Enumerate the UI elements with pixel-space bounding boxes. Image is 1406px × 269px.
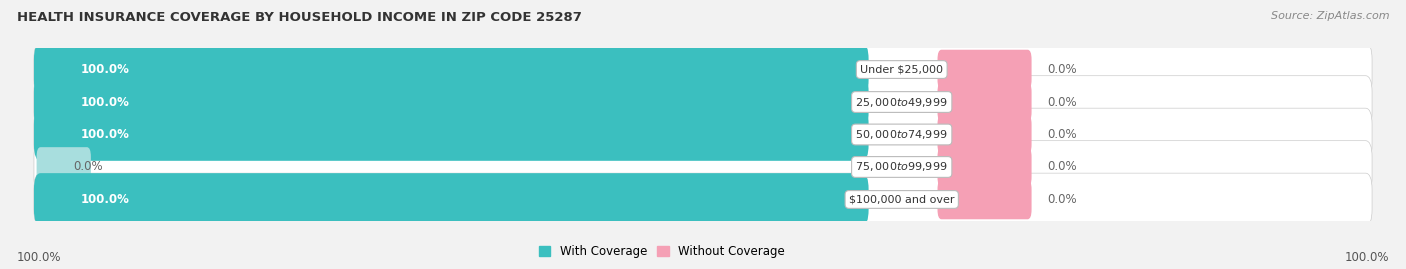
Text: Under $25,000: Under $25,000 xyxy=(860,65,943,75)
FancyBboxPatch shape xyxy=(34,43,1372,96)
FancyBboxPatch shape xyxy=(34,76,1372,128)
FancyBboxPatch shape xyxy=(938,115,1032,154)
Text: Source: ZipAtlas.com: Source: ZipAtlas.com xyxy=(1271,11,1389,21)
FancyBboxPatch shape xyxy=(34,76,869,128)
Text: HEALTH INSURANCE COVERAGE BY HOUSEHOLD INCOME IN ZIP CODE 25287: HEALTH INSURANCE COVERAGE BY HOUSEHOLD I… xyxy=(17,11,582,24)
Text: 100.0%: 100.0% xyxy=(80,193,129,206)
Text: 0.0%: 0.0% xyxy=(1047,95,1077,108)
FancyBboxPatch shape xyxy=(938,50,1032,89)
Text: $25,000 to $49,999: $25,000 to $49,999 xyxy=(855,95,948,108)
Legend: With Coverage, Without Coverage: With Coverage, Without Coverage xyxy=(534,240,789,263)
Text: 0.0%: 0.0% xyxy=(73,161,103,174)
Text: 0.0%: 0.0% xyxy=(1047,63,1077,76)
Text: 0.0%: 0.0% xyxy=(1047,193,1077,206)
Text: 0.0%: 0.0% xyxy=(1047,128,1077,141)
Text: 100.0%: 100.0% xyxy=(17,251,62,264)
FancyBboxPatch shape xyxy=(34,141,1372,193)
FancyBboxPatch shape xyxy=(34,108,869,161)
Text: $50,000 to $74,999: $50,000 to $74,999 xyxy=(855,128,948,141)
FancyBboxPatch shape xyxy=(34,108,1372,161)
Text: 100.0%: 100.0% xyxy=(80,128,129,141)
FancyBboxPatch shape xyxy=(938,82,1032,122)
Text: 100.0%: 100.0% xyxy=(1344,251,1389,264)
Text: 0.0%: 0.0% xyxy=(1047,161,1077,174)
Text: 100.0%: 100.0% xyxy=(80,63,129,76)
FancyBboxPatch shape xyxy=(34,173,869,226)
Text: 100.0%: 100.0% xyxy=(80,95,129,108)
FancyBboxPatch shape xyxy=(37,147,91,187)
FancyBboxPatch shape xyxy=(34,173,1372,226)
FancyBboxPatch shape xyxy=(34,43,869,96)
FancyBboxPatch shape xyxy=(938,147,1032,187)
Text: $75,000 to $99,999: $75,000 to $99,999 xyxy=(855,161,948,174)
FancyBboxPatch shape xyxy=(938,180,1032,219)
Text: $100,000 and over: $100,000 and over xyxy=(849,194,955,204)
